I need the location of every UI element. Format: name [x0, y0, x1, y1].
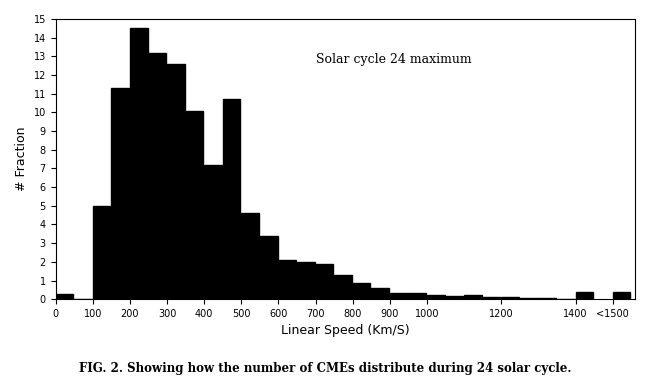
Bar — [241, 213, 259, 299]
Bar — [56, 294, 73, 299]
Bar — [538, 298, 556, 299]
Bar — [464, 296, 482, 299]
Bar — [316, 264, 333, 299]
Bar — [520, 298, 538, 299]
Bar — [278, 260, 296, 299]
Bar — [130, 28, 148, 299]
Bar — [390, 293, 408, 299]
Bar — [297, 262, 315, 299]
Bar — [93, 206, 110, 299]
Text: Solar cycle 24 maximum: Solar cycle 24 maximum — [317, 53, 472, 66]
Bar — [111, 88, 129, 299]
Text: FIG. 2. Showing how the number of CMEs distribute during 24 solar cycle.: FIG. 2. Showing how the number of CMEs d… — [79, 362, 571, 375]
Bar — [408, 293, 426, 299]
Bar — [148, 53, 166, 299]
Y-axis label: # Fraction: # Fraction — [15, 127, 28, 191]
Bar — [613, 292, 630, 299]
Bar — [427, 294, 445, 299]
Bar — [260, 236, 278, 299]
Bar — [334, 275, 352, 299]
Bar — [483, 297, 500, 299]
Bar — [167, 64, 185, 299]
Bar — [223, 99, 240, 299]
Bar — [576, 292, 593, 299]
Bar — [371, 288, 389, 299]
X-axis label: Linear Speed (Km/S): Linear Speed (Km/S) — [281, 324, 410, 337]
Bar — [501, 297, 519, 299]
Bar — [353, 283, 370, 299]
Bar — [186, 111, 203, 299]
Bar — [204, 165, 222, 299]
Bar — [446, 296, 463, 299]
